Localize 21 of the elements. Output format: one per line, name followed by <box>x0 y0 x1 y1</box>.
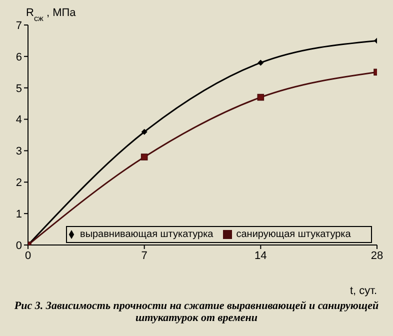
point <box>257 94 264 101</box>
y-tick-label: 4 <box>16 114 22 126</box>
y-axis-title: R$_{сж}$, МПа <box>26 7 77 22</box>
legend-label: выравнивающая штукатурка <box>80 229 214 240</box>
y-tick-label: 7 <box>16 20 22 32</box>
x-axis-title: t, сут. <box>350 285 377 297</box>
y-tick-label: 1 <box>16 208 22 220</box>
point <box>141 128 148 135</box>
x-tick-label: 14 <box>254 250 267 262</box>
legend-label: санирующая штукатурка <box>236 229 351 240</box>
x-tick-label: 0 <box>24 250 32 262</box>
point <box>258 60 264 66</box>
y-tick-label: 2 <box>16 177 22 190</box>
y-tick-label: 5 <box>16 82 22 95</box>
y-tick-label: 0 <box>16 240 22 252</box>
point <box>140 154 148 160</box>
x-tick-label: 28 <box>370 250 384 262</box>
y-tick-label: 3 <box>16 146 22 158</box>
text: Рис 3. Зависимость прочности на сжатие выравнивающей и санирующей штукатурок от времени <box>13 300 380 324</box>
y-tick-label: 6 <box>16 51 22 64</box>
x-tick-label: 7 <box>141 250 148 262</box>
